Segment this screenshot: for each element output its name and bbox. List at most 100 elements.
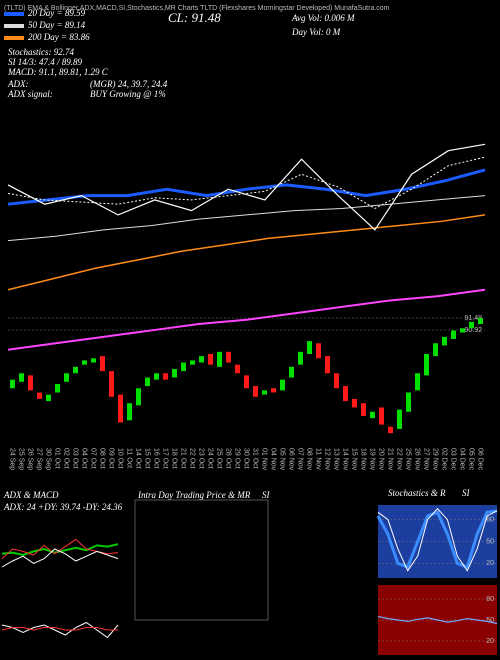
candle — [100, 356, 105, 372]
candle — [136, 388, 141, 406]
x-tick-label: 24 Sep — [9, 448, 16, 470]
y-tick-label: 80 — [486, 516, 494, 523]
line-series — [1, 548, 119, 568]
candle — [163, 373, 168, 380]
x-tick-label: 07 Nov — [297, 448, 304, 471]
x-tick-label: 01 Nov — [261, 448, 268, 471]
x-tick-label: 06 Dec — [477, 448, 484, 471]
candle — [55, 383, 60, 393]
x-tick-label: 07 Oct — [90, 448, 97, 469]
candle — [262, 390, 267, 395]
candle — [451, 330, 456, 340]
line-series — [7, 195, 486, 242]
adx-value: (MGR) 24, 39.7, 24.4 — [90, 79, 168, 89]
candle — [109, 371, 114, 397]
x-tick-label: 11 Nov — [315, 448, 322, 470]
page-title: (TLTD) EMA & Bollinger,ADX,MACD,SI,Stoch… — [4, 5, 390, 12]
candle — [397, 409, 402, 429]
candle — [433, 343, 438, 357]
line-series — [1, 627, 118, 631]
x-tick-label: 28 Oct — [225, 448, 232, 469]
x-tick-label: 10 Oct — [117, 448, 124, 469]
candle — [415, 373, 420, 391]
x-tick-label: 05 Nov — [279, 448, 286, 471]
x-tick-label: 01 Oct — [54, 448, 61, 469]
adx-signal: BUY Growing @ 1% — [90, 89, 166, 99]
x-tick-label: 09 Oct — [108, 448, 115, 469]
candle — [361, 403, 366, 417]
legend-swatch — [4, 12, 24, 16]
x-tick-label: 29 Oct — [234, 448, 241, 469]
x-tick-label: 26 Nov — [414, 448, 421, 471]
line-series — [376, 509, 498, 570]
close-price: CL: 91.48 — [168, 10, 221, 25]
candle — [28, 375, 33, 391]
x-tick-label: 04 Oct — [81, 448, 88, 469]
line-series — [377, 507, 498, 572]
panel-subtitle: SI — [462, 488, 471, 498]
stochastics: Stochastics: 92.74 — [8, 47, 74, 57]
panel-frame — [134, 499, 269, 621]
candle — [64, 373, 69, 382]
candle — [289, 366, 294, 378]
y-tick-label: 50 — [486, 538, 494, 545]
x-tick-label: 30 Sep — [45, 448, 52, 470]
x-tick-label: 14 Oct — [135, 448, 142, 469]
x-tick-label: 05 Dec — [468, 448, 475, 471]
candle — [469, 321, 474, 329]
x-tick-label: 29 Nov — [432, 448, 439, 471]
candle — [91, 358, 96, 363]
legend-label: 50 Day = 89.14 — [28, 20, 86, 30]
x-tick-label: 21 Nov — [387, 448, 394, 471]
line-series — [7, 214, 486, 291]
y-tick-label: 91.48 — [464, 315, 482, 322]
candle — [370, 411, 375, 419]
x-tick-label: 30 Oct — [243, 448, 250, 469]
x-tick-label: 19 Nov — [369, 448, 376, 471]
line-series — [377, 615, 498, 625]
x-tick-label: 25 Oct — [216, 448, 223, 469]
candle — [127, 403, 132, 421]
line-series — [1, 621, 119, 639]
x-tick-label: 04 Nov — [270, 448, 277, 471]
candle — [19, 373, 24, 382]
x-tick-label: 22 Oct — [189, 448, 196, 469]
x-tick-label: 18 Nov — [360, 448, 367, 471]
x-tick-label: 15 Oct — [144, 448, 151, 469]
candle — [424, 353, 429, 376]
legend-label: 20 Day = 89.59 — [28, 8, 86, 18]
candle — [298, 351, 303, 365]
candle — [10, 379, 15, 389]
panel-subtitle: SI — [262, 490, 271, 500]
line-series — [7, 143, 486, 231]
panel-background — [378, 505, 497, 578]
x-tick-label: 23 Oct — [198, 448, 205, 469]
candle — [478, 318, 483, 325]
y-tick-label: 90.92 — [464, 327, 482, 334]
candle — [145, 377, 150, 387]
legend-label: 200 Day = 83.86 — [28, 32, 90, 42]
x-tick-label: 15 Nov — [351, 448, 358, 471]
x-tick-label: 02 Oct — [63, 448, 70, 469]
candle — [190, 360, 195, 365]
panel-subtitle: ADX: 24 +DY: 39.74 -DY: 24.36 — [3, 502, 123, 512]
candle — [406, 392, 411, 412]
x-tick-label: 02 Dec — [441, 448, 448, 471]
si: SI 14/3: 47.4 / 89.89 — [8, 57, 82, 67]
candle — [334, 373, 339, 389]
candle — [226, 351, 231, 363]
x-tick-label: 25 Nov — [405, 448, 412, 471]
candle — [352, 398, 357, 408]
adx-label: ADX: — [7, 79, 29, 89]
line-series — [7, 156, 486, 210]
x-tick-label: 11 Oct — [126, 448, 133, 468]
candle — [325, 356, 330, 374]
candle — [235, 364, 240, 374]
day-volume: Day Vol: 0 M — [291, 27, 341, 37]
x-tick-label: 20 Nov — [378, 448, 385, 471]
candle — [316, 343, 321, 359]
candle — [208, 353, 213, 365]
x-tick-label: 08 Nov — [306, 448, 313, 471]
x-tick-label: 27 Nov — [423, 448, 430, 471]
